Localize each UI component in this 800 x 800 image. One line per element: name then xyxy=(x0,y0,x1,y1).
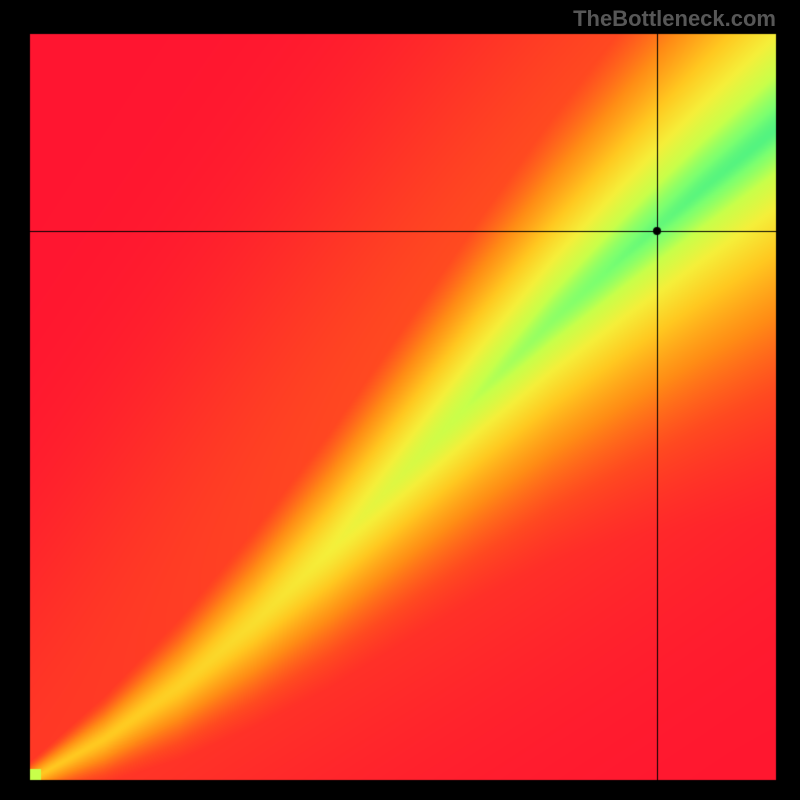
chart-container: TheBottleneck.com xyxy=(0,0,800,800)
watermark-text: TheBottleneck.com xyxy=(573,6,776,32)
heatmap-canvas xyxy=(0,0,800,800)
